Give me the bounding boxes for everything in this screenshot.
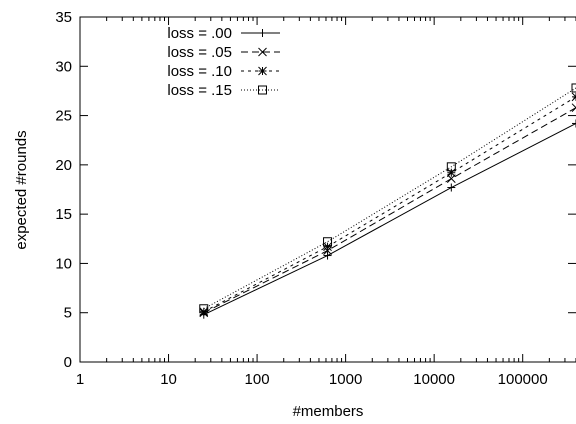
series-2 <box>199 92 576 317</box>
x-tick-label: 1 <box>76 371 84 388</box>
y-tick-label: 0 <box>64 354 72 371</box>
marker-stroke <box>571 83 576 93</box>
marker-stroke <box>258 85 267 95</box>
legend-label: loss = .00 <box>167 25 232 42</box>
data-point <box>323 237 333 247</box>
marker-stroke <box>571 92 576 98</box>
x-tick-label: 100000 <box>498 371 548 388</box>
marker-stroke <box>571 103 576 109</box>
y-tick-label: 25 <box>55 108 72 125</box>
data-point <box>199 304 209 314</box>
marker-stroke <box>199 307 209 317</box>
legend-marker <box>258 29 267 37</box>
series-0 <box>199 119 576 319</box>
ticks: 0 5 10 15 20 25 30 35 1 10 100 1000 10000 100000 <box>55 9 576 388</box>
y-tick-label: 5 <box>64 305 72 322</box>
series-line <box>203 87 576 310</box>
legend-label: loss = .15 <box>167 82 232 99</box>
y-tick-label: 10 <box>55 255 72 272</box>
data-point <box>572 119 576 128</box>
marker-stroke <box>446 168 456 178</box>
series-line <box>203 107 576 314</box>
marker-stroke <box>571 96 576 102</box>
data-point <box>323 251 332 260</box>
data-point <box>571 103 576 113</box>
marker-stroke <box>258 47 267 57</box>
y-tick-label: 35 <box>55 9 72 26</box>
marker-stroke <box>323 237 333 247</box>
legend-entry: loss = .00 <box>167 25 280 42</box>
y-tick-label: 30 <box>55 58 72 75</box>
x-axis-title: #members <box>293 403 364 420</box>
plot-frame <box>79 16 576 363</box>
marker-stroke <box>571 106 576 113</box>
legend-label: loss = .05 <box>167 44 232 61</box>
y-tick-label: 20 <box>55 157 72 174</box>
legend-marker <box>258 66 267 76</box>
x-tick-label: 100 <box>245 371 270 388</box>
x-tick-label: 10000 <box>413 371 455 388</box>
data-point <box>323 242 332 252</box>
data-point <box>571 92 576 102</box>
legend: loss = .00 loss = .05 loss = .10 loss = .15 <box>167 25 280 99</box>
data-point <box>446 168 456 178</box>
y-axis-title: expected #rounds <box>13 130 30 249</box>
legend-marker <box>258 47 267 57</box>
marker-stroke <box>323 242 332 252</box>
series-line <box>203 96 576 313</box>
series-line <box>203 123 576 316</box>
data-point <box>446 162 456 172</box>
legend-entry: loss = .05 <box>167 44 280 61</box>
data-point <box>447 183 456 192</box>
data-point <box>571 83 576 93</box>
y-tick-label: 15 <box>55 206 72 223</box>
legend-entry: loss = .10 <box>167 63 280 80</box>
marker-stroke <box>446 162 456 172</box>
legend-marker <box>258 85 267 95</box>
series <box>199 83 576 319</box>
axes <box>79 16 576 363</box>
data-point <box>199 307 209 317</box>
x-tick-label: 1000 <box>329 371 362 388</box>
series-3 <box>199 83 576 314</box>
legend-label: loss = .10 <box>167 63 232 80</box>
marker-stroke <box>258 66 267 76</box>
marker-stroke <box>199 304 209 314</box>
legend-entry: loss = .15 <box>167 82 280 99</box>
x-tick-label: 10 <box>160 371 177 388</box>
